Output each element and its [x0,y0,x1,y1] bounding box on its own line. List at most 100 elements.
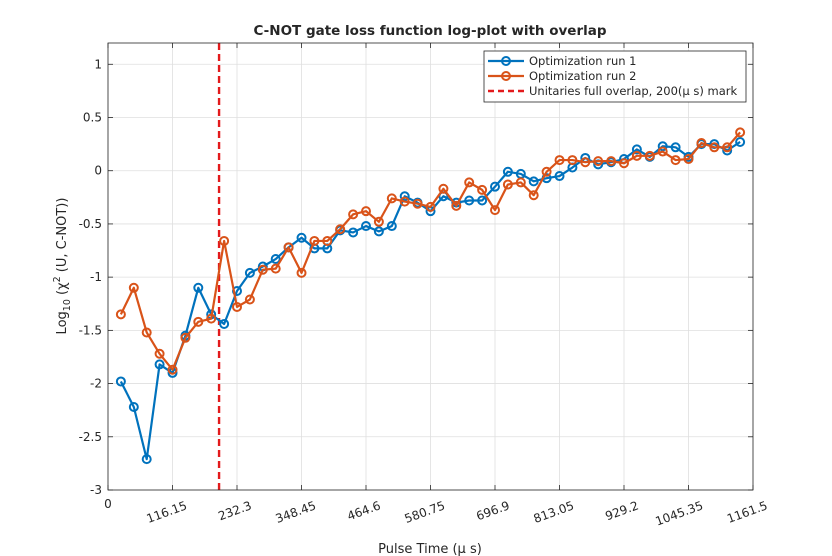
data-point-run2 [683,154,694,165]
y-tick-label: -1.5 [79,323,102,337]
data-point-run2 [206,313,217,324]
data-point-run1 [477,195,488,206]
data-point-run2 [567,155,578,166]
y-tick-label: -2.5 [79,430,102,444]
x-axis-label: Pulse Time (μ s) [378,542,482,556]
data-point-run1 [270,254,281,265]
data-point-run1 [464,195,475,206]
data-point-run2 [464,177,475,188]
data-point-run2 [141,327,152,338]
legend-label-run1: Optimization run 1 [529,54,637,68]
data-point-run2 [270,263,281,274]
data-point-run2 [709,142,720,153]
y-tick-label: -2 [90,377,102,391]
data-point-run2 [490,205,500,216]
data-point-run2 [528,190,539,201]
y-tick-labels: -3 -2.5 -2 -1.5 -1 -0.5 0 0.5 1 [79,57,102,497]
legend-marker-run1 [501,56,511,66]
data-point-run2 [606,156,617,167]
data-point-run1 [670,142,681,153]
series-run2 [115,127,746,375]
data-point-run1 [386,221,397,232]
x-tick-label: 0 [104,497,112,511]
data-point-run2 [244,294,255,305]
y-label-mid: (χ [55,282,70,299]
data-point-run2 [541,166,552,177]
data-point-run1 [154,359,165,370]
data-point-run1 [361,221,371,232]
data-point-run2 [554,155,565,166]
data-point-run2 [696,138,707,149]
data-point-run1 [219,318,230,329]
y-tick-label: 1 [94,57,102,71]
data-point-run2 [309,235,320,246]
data-point-run2 [722,142,733,153]
data-point-run2 [735,127,746,138]
data-point-run2 [399,196,410,207]
data-point-run2 [438,183,449,194]
y-tick-label: -0.5 [79,217,102,231]
data-point-run1 [348,227,359,238]
data-point-run2 [477,184,488,195]
data-point-run2 [657,146,668,157]
y-label-base: Log [55,311,70,334]
data-point-run1 [115,376,126,387]
data-point-run1 [399,191,410,202]
data-point-run2 [502,179,513,190]
data-point-run2 [322,235,333,246]
data-point-run1 [128,401,139,412]
data-point-run2 [580,157,591,168]
y-tick-label: -3 [90,483,102,497]
data-point-run2 [154,348,165,359]
data-point-run2 [335,224,346,235]
data-point-run2 [631,150,642,161]
data-point-run2 [257,264,268,275]
data-point-run2 [180,332,191,343]
data-point-run2 [348,209,359,220]
data-point-run2 [115,309,126,320]
data-point-run2 [283,242,294,253]
data-point-run2 [451,200,462,211]
data-point-run1 [373,226,384,237]
legend-label-run2: Optimization run 2 [529,69,637,83]
series-line-run2 [119,131,741,371]
data-point-run1 [528,176,539,187]
data-point-run2 [193,316,204,327]
legend-label-reference: Unitaries full overlap, 200(μ s) mark [529,84,738,98]
data-point-run1 [631,144,642,155]
y-axis-label: Log10 (χ2 (U, C-NOT)) [52,198,73,335]
y-label-superscript: 2 [52,276,63,282]
legend-box [483,50,747,103]
data-point-run2 [386,193,397,204]
legend-marker-run2 [501,71,511,81]
data-point-run2 [361,206,371,217]
y-tick-label: 0 [94,164,102,178]
data-point-run1 [490,181,500,192]
data-point-run1 [502,166,513,177]
tick-marks [107,43,754,491]
y-label-subscript: 10 [62,299,73,311]
data-point-run2 [128,282,139,293]
data-point-run1 [244,267,255,278]
data-point-run2 [644,150,655,161]
series-layer [115,127,746,465]
y-tick-label: -1 [90,270,102,284]
data-point-run2 [670,155,681,166]
data-point-run2 [412,198,423,209]
data-point-run2 [296,267,307,278]
data-point-run2 [219,235,230,246]
data-point-run1 [554,171,565,182]
data-point-run2 [619,158,629,169]
data-point-run1 [735,136,746,147]
data-point-run1 [296,232,307,243]
y-label-end: (U, C-NOT)) [55,198,70,277]
data-point-run2 [515,177,526,188]
legend: Optimization run 1 Optimization run 2 Un… [483,50,747,103]
data-point-run2 [167,364,178,375]
data-point-run1 [657,141,668,152]
data-point-run2 [373,216,384,227]
data-point-run2 [593,156,604,167]
chart-title: C-NOT gate loss function log-plot with o… [253,23,606,39]
data-point-run2 [232,301,242,312]
